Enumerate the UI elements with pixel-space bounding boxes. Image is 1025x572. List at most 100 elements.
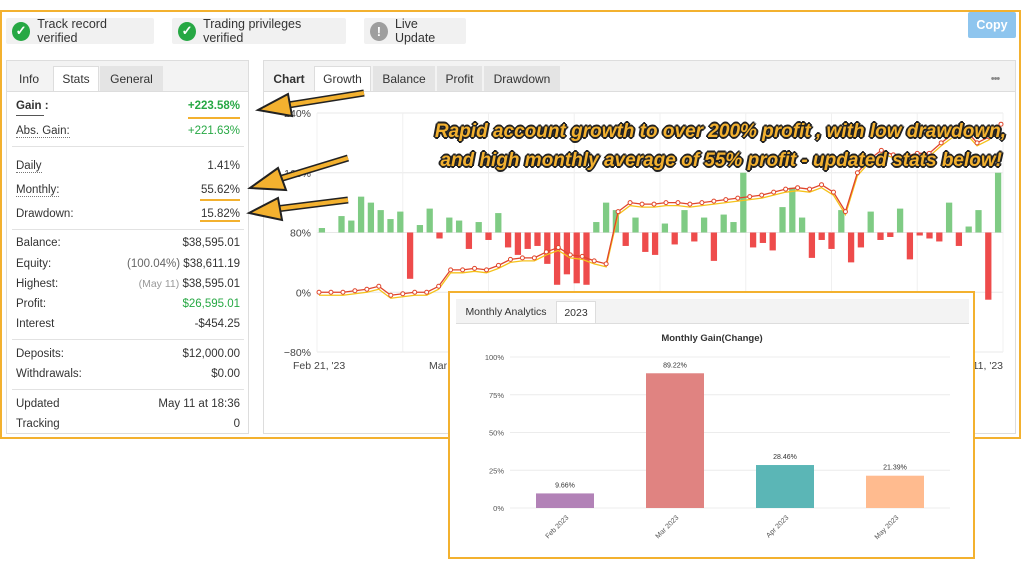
growth-point bbox=[830, 189, 836, 195]
daily-bar bbox=[730, 222, 737, 233]
tab-info[interactable]: Info bbox=[18, 71, 39, 86]
tab-monthly-analytics[interactable]: Monthly Analytics bbox=[465, 306, 547, 318]
daily-bar bbox=[602, 202, 610, 233]
deposits-value: $12,000.00 bbox=[182, 348, 240, 360]
y-tick-label: 0% bbox=[493, 504, 504, 513]
growth-point bbox=[771, 189, 777, 195]
tab-stats[interactable]: Stats bbox=[53, 66, 99, 91]
growth-line bbox=[319, 123, 1002, 296]
copy-button[interactable]: Copy bbox=[968, 12, 1016, 38]
daily-value: 1.41% bbox=[207, 160, 240, 172]
monthly-gain-chart: Monthly Gain(Change) 100% 75% 50% 25% 0% 9.66%… bbox=[485, 333, 950, 541]
growth-point bbox=[603, 261, 609, 267]
live-update-badge[interactable]: ! Live Update bbox=[364, 17, 466, 45]
daily-bar bbox=[357, 196, 365, 233]
daily-bar bbox=[671, 232, 678, 245]
growth-point bbox=[795, 185, 801, 191]
y-tick-label: 50% bbox=[489, 429, 504, 438]
drawdown-label: Drawdown: bbox=[16, 208, 74, 220]
exclamation-icon: ! bbox=[370, 21, 388, 41]
growth-point bbox=[531, 255, 537, 261]
equity-row: Equity: (100.04%) $38,611.19 bbox=[16, 256, 240, 272]
daily-bar bbox=[798, 217, 806, 233]
daily-bar bbox=[965, 226, 972, 233]
growth-point bbox=[460, 267, 466, 273]
highest-row: Highest: (May 11) $38,595.01 bbox=[16, 276, 240, 292]
growth-point bbox=[675, 200, 681, 206]
deposits-label: Deposits: bbox=[16, 348, 64, 360]
x-tick-label: Feb 21, '23 bbox=[293, 360, 345, 372]
trading-privileges-badge: ✓ Trading privileges verified bbox=[172, 17, 346, 45]
growth-point bbox=[962, 126, 968, 132]
growth-point bbox=[711, 198, 717, 204]
growth-point bbox=[519, 255, 525, 261]
daily-bar bbox=[681, 210, 688, 233]
growth-point bbox=[807, 186, 813, 192]
daily-label: Daily bbox=[16, 159, 42, 173]
tracking-value: 0 bbox=[233, 418, 240, 430]
balance-value: $38,595.01 bbox=[182, 237, 240, 249]
daily-bar bbox=[495, 213, 502, 233]
growth-point bbox=[747, 194, 753, 200]
growth-point bbox=[484, 267, 490, 273]
chart-title: Monthly Gain(Change) bbox=[661, 333, 762, 344]
bar-value-label: 21.39% bbox=[883, 465, 907, 472]
daily-bar bbox=[759, 232, 767, 243]
updated-label: Updated bbox=[16, 398, 60, 410]
growth-point bbox=[388, 292, 394, 298]
highest-date: (May 11) bbox=[138, 278, 180, 290]
daily-row: Daily 1.41% bbox=[16, 158, 240, 174]
growth-point bbox=[412, 289, 418, 295]
tab-chart[interactable]: Chart bbox=[273, 71, 305, 86]
divider bbox=[12, 339, 244, 340]
tab-balance[interactable]: Balance bbox=[373, 66, 435, 91]
balance-label: Balance: bbox=[16, 237, 61, 249]
tab-year-2023[interactable]: 2023 bbox=[556, 301, 596, 323]
drawdown-row: Drawdown: 15.82% bbox=[16, 206, 240, 222]
y-tick-label: 240% bbox=[284, 108, 311, 120]
daily-bar bbox=[847, 232, 855, 263]
growth-point bbox=[352, 288, 358, 294]
check-icon: ✓ bbox=[178, 21, 197, 41]
growth-point bbox=[591, 258, 597, 264]
growth-point bbox=[316, 289, 322, 295]
gain-label: Gain : bbox=[16, 100, 49, 112]
more-menu-icon[interactable]: ••• bbox=[990, 72, 1001, 85]
annotation-line-2: and high monthly average of 55% profit -… bbox=[440, 150, 1002, 171]
daily-bar bbox=[377, 210, 384, 233]
daily-bar bbox=[720, 214, 727, 233]
daily-bar bbox=[994, 172, 1002, 233]
daily-bar bbox=[818, 232, 825, 240]
growth-point bbox=[699, 200, 705, 206]
check-icon: ✓ bbox=[12, 21, 31, 41]
growth-point bbox=[555, 244, 561, 250]
daily-bar bbox=[367, 202, 375, 233]
tab-growth[interactable]: Growth bbox=[314, 66, 371, 91]
growth-point bbox=[878, 147, 884, 153]
growth-point bbox=[783, 186, 789, 192]
daily-bar bbox=[769, 232, 776, 251]
daily-bar bbox=[661, 223, 669, 233]
growth-point bbox=[986, 134, 992, 140]
updated-row: Updated May 11 at 18:36 bbox=[16, 396, 240, 412]
bar-value-label: 89.22% bbox=[663, 362, 687, 369]
live-update-label: Live Update bbox=[394, 17, 436, 45]
x-tick-label: Apr 2023 bbox=[765, 514, 790, 539]
daily-bar bbox=[397, 211, 404, 233]
tab-profit[interactable]: Profit bbox=[437, 66, 482, 91]
tab-general[interactable]: General bbox=[100, 66, 163, 91]
daily-bar bbox=[553, 232, 561, 285]
equity-percent: (100.04%) bbox=[127, 258, 181, 270]
growth-point bbox=[364, 286, 370, 292]
abs-gain-row: Abs. Gain: +221.63% bbox=[16, 123, 240, 139]
x-tick-label: May 2023 bbox=[874, 514, 901, 541]
bar-value-label: 9.66% bbox=[555, 482, 575, 489]
deposits-row: Deposits: $12,000.00 bbox=[16, 346, 240, 362]
daily-bar bbox=[877, 232, 884, 240]
daily-bar bbox=[945, 202, 953, 233]
divider bbox=[12, 229, 244, 230]
growth-point bbox=[543, 249, 549, 255]
tab-drawdown[interactable]: Drawdown bbox=[484, 66, 560, 91]
highest-label: Highest: bbox=[16, 278, 59, 290]
daily-bar bbox=[514, 232, 522, 255]
